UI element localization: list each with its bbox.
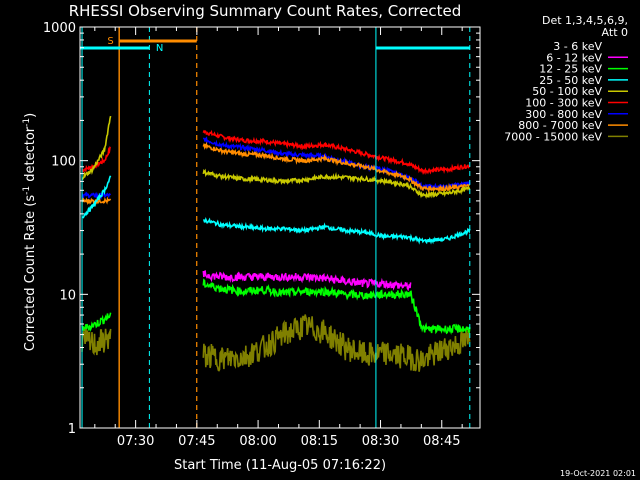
x-tick-label: 07:45 — [178, 434, 215, 449]
legend-label: 3 - 6 keV — [553, 40, 602, 53]
series-line-3-1 — [202, 168, 471, 200]
legend-label: 25 - 50 keV — [539, 74, 602, 87]
series-line-4-1 — [203, 217, 471, 245]
y-tick-label: 1000 — [43, 21, 76, 36]
y-axis-label-superscript: -1 — [22, 186, 32, 195]
series-line-4-0 — [81, 175, 112, 219]
legend-label: 12 - 25 keV — [539, 63, 602, 76]
legend-label: 300 - 800 keV — [525, 108, 602, 121]
y-tick-label: 100 — [51, 155, 76, 170]
marker-s: S — [107, 36, 113, 47]
series-line-6-1 — [202, 278, 471, 336]
plot-area: SN — [79, 26, 481, 429]
legend-header-line-2: Att 0 — [602, 26, 628, 39]
x-tick-label: 08:00 — [239, 434, 276, 449]
series-line-0-1 — [202, 129, 471, 176]
y-axis-label: Corrected Count Rate (s-1 detector-1) — [22, 113, 38, 351]
marker-n: N — [156, 43, 163, 54]
y-axis-label-part: ) — [23, 113, 38, 118]
legend-label: 800 - 7000 keV — [518, 119, 602, 132]
x-tick-label: 08:45 — [423, 434, 460, 449]
legend-header-line-1: Det 1,3,4,5,6,9, — [542, 14, 628, 27]
series-3-6-kev-spikes — [214, 368, 410, 428]
x-axis-label: Start Time (11-Aug-05 07:16:22) — [174, 458, 386, 473]
legend-label: 100 - 300 keV — [525, 97, 602, 110]
x-tick-label: 08:30 — [362, 434, 399, 449]
chart-title: RHESSI Observing Summary Count Rates, Co… — [69, 2, 462, 20]
timestamp: 19-Oct-2021 02:01 — [560, 469, 636, 478]
y-axis-label-superscript: -1 — [22, 118, 32, 127]
x-axis: 07:30 07:45 08:00 08:15 08:30 08:45 — [94, 27, 463, 449]
series-line-1-0 — [81, 191, 112, 201]
x-axis-title: Start Time (11-Aug-05 07:16:22) — [174, 458, 386, 473]
legend-label: 7000 - 15000 keV — [504, 130, 602, 143]
plot-frame — [79, 26, 481, 429]
y-axis-label-part: Corrected Count Rate (s — [23, 195, 38, 352]
series-line-6-0 — [81, 312, 112, 333]
legend-label: 50 - 100 keV — [532, 85, 602, 98]
y-tick-label: 10 — [59, 288, 76, 303]
series-line-2-1 — [202, 141, 470, 194]
series-line-7-0 — [81, 328, 112, 356]
series-line-7-1 — [202, 314, 471, 372]
legend-label: 6 - 12 keV — [546, 51, 602, 64]
series-line-3-0 — [81, 115, 112, 181]
y-tick-label: 1 — [68, 422, 76, 437]
x-tick-label: 07:30 — [117, 434, 154, 449]
y-axis: 1 10 100 1000 — [43, 21, 480, 437]
x-tick-label: 08:15 — [301, 434, 338, 449]
y-axis-label-part: detector — [23, 126, 38, 186]
